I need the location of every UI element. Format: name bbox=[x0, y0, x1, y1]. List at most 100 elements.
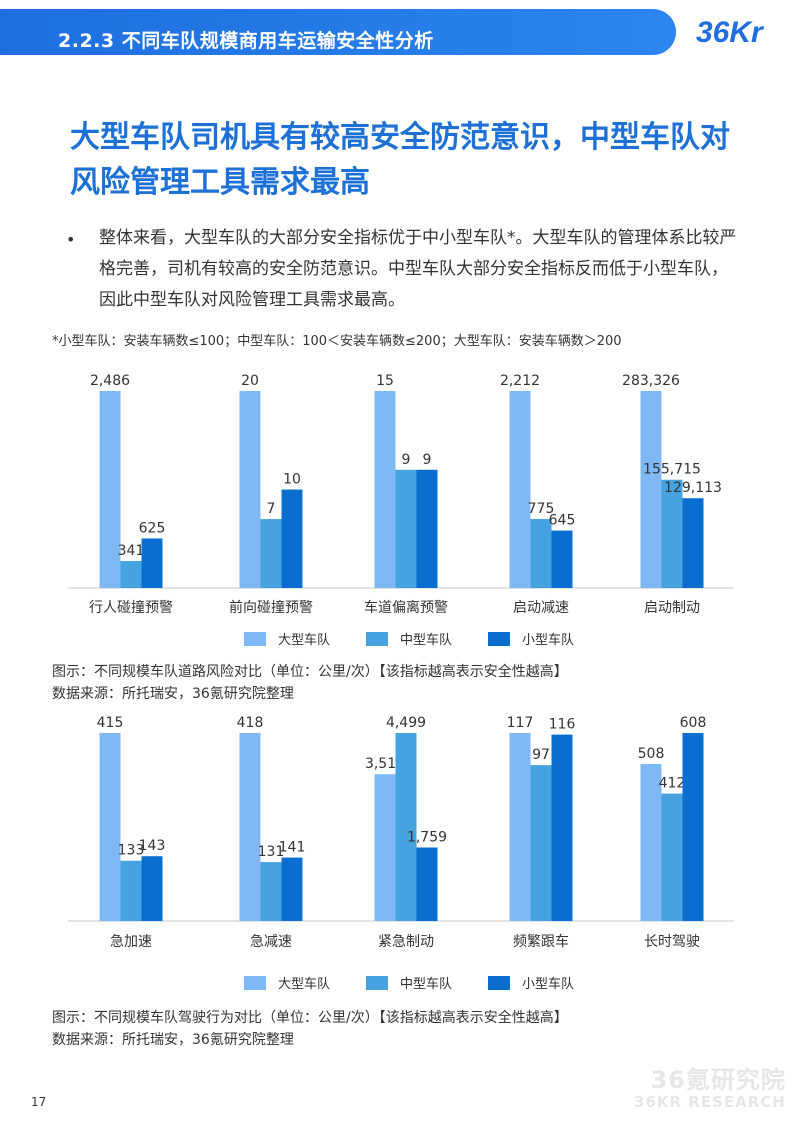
c1-bar-medium-4 bbox=[661, 479, 683, 588]
c2-bar-medium-2 bbox=[395, 733, 417, 921]
c1-label-large-3: 2,212 bbox=[500, 373, 540, 389]
c2-label-small-4: 608 bbox=[680, 715, 707, 731]
chart1-legend: 大型车队 中型车队 小型车队 bbox=[244, 629, 610, 648]
c1-label-large-0: 2,486 bbox=[90, 373, 130, 389]
c1-label-large-1: 20 bbox=[241, 373, 259, 389]
definition-note: *小型车队：安装车辆数≤100；中型车队：100＜安装车辆数≤200；大型车队：… bbox=[52, 334, 622, 349]
c2-label-small-2: 1,759 bbox=[407, 829, 447, 845]
chart2-title: 图示：不同规模车队驾驶行为对比（单位：公里/次）【该指标越高表示安全性越高】 bbox=[52, 1010, 568, 1026]
chart1-title: 图示：不同规模车队道路风险对比（单位：公里/次）【该指标越高表示安全性越高】 bbox=[52, 664, 568, 680]
legend2-swatch-medium bbox=[366, 975, 388, 990]
road-risk-chart: 2,486 341 625 行人碰撞预警 20 7 10 前向碰撞预警 15 9 9 车道偏离预警 2,… bbox=[68, 373, 734, 616]
legend-label-small: 小型车队 bbox=[522, 633, 575, 648]
chart2-caption: 图示：不同规模车队驾驶行为对比（单位：公里/次）【该指标越高表示安全性越高】 数… bbox=[52, 1007, 568, 1051]
section-header-bar: 2.2.3 不同车队规模商用车运输安全性分析 bbox=[0, 9, 676, 55]
c2-category-label-0: 急加速 bbox=[110, 934, 152, 950]
c2-label-small-0: 143 bbox=[139, 838, 166, 854]
c2-bar-small-4 bbox=[682, 733, 704, 921]
legend-item-large: 大型车队 bbox=[244, 629, 366, 648]
c2-bar-large-0 bbox=[99, 733, 121, 921]
c1-label-small-1: 10 bbox=[283, 472, 301, 488]
watermark-cn: 36氪研究院 bbox=[650, 1066, 786, 1094]
section-title: 2.2.3 不同车队规模商用车运输安全性分析 bbox=[58, 30, 434, 52]
c2-category-label-2: 紧急制动 bbox=[378, 934, 434, 950]
c2-bar-large-4 bbox=[640, 763, 662, 921]
legend-label-large: 大型车队 bbox=[278, 633, 331, 648]
c2-bar-large-1 bbox=[239, 733, 261, 921]
c2-label-medium-2: 4,499 bbox=[386, 715, 426, 731]
c1-bar-large-0 bbox=[99, 391, 121, 588]
c1-label-small-0: 625 bbox=[139, 520, 166, 536]
c1-bar-small-2 bbox=[416, 469, 438, 588]
c2-label-small-3: 116 bbox=[549, 717, 576, 733]
c2-label-medium-4: 412 bbox=[659, 776, 686, 792]
legend-item-small: 小型车队 bbox=[488, 629, 610, 648]
legend2-label-medium: 中型车队 bbox=[400, 977, 453, 992]
c2-bar-medium-3 bbox=[530, 765, 552, 921]
legend2-item-small: 小型车队 bbox=[488, 973, 610, 992]
legend2-label-large: 大型车队 bbox=[278, 977, 331, 992]
c1-category-label-4: 启动制动 bbox=[644, 600, 700, 616]
c2-label-medium-0: 133 bbox=[118, 843, 145, 859]
legend2-item-large: 大型车队 bbox=[244, 973, 366, 992]
c2-bar-small-1 bbox=[281, 857, 303, 921]
c1-bar-small-1 bbox=[281, 489, 303, 588]
c2-category-label-1: 急减速 bbox=[250, 934, 292, 950]
c1-label-medium-4: 155,715 bbox=[643, 462, 701, 478]
c1-label-small-3: 645 bbox=[549, 513, 576, 529]
chart2-source: 数据来源：所托瑞安，36氪研究院整理 bbox=[52, 1032, 294, 1048]
c2-bar-small-2 bbox=[416, 847, 438, 921]
c2-category-label-4: 长时驾驶 bbox=[644, 934, 700, 950]
c1-bar-medium-3 bbox=[530, 518, 552, 588]
page-number: 17 bbox=[31, 1095, 47, 1109]
c1-category-label-1: 前向碰撞预警 bbox=[229, 599, 313, 616]
c2-label-large-1: 418 bbox=[237, 715, 264, 731]
bullet-dot: • bbox=[66, 230, 76, 249]
c1-bar-medium-2 bbox=[395, 469, 417, 588]
legend-swatch-medium bbox=[366, 631, 388, 646]
c1-bar-large-1 bbox=[239, 391, 261, 588]
c2-label-large-2: 3,513 bbox=[365, 756, 405, 772]
legend-swatch-large bbox=[244, 631, 266, 646]
c1-label-medium-1: 7 bbox=[267, 501, 276, 517]
c1-bar-large-2 bbox=[374, 391, 396, 588]
legend-swatch-small bbox=[488, 631, 510, 646]
watermark: 36氪研究院 36KR RESEARCH bbox=[634, 1060, 786, 1111]
c1-bar-large-4 bbox=[640, 391, 662, 588]
c2-bar-large-2 bbox=[374, 774, 396, 921]
chart2-legend: 大型车队 中型车队 小型车队 bbox=[244, 973, 610, 992]
brand-logo-text: 36Kr bbox=[696, 16, 765, 49]
c2-label-large-0: 415 bbox=[97, 715, 124, 731]
legend2-item-medium: 中型车队 bbox=[366, 973, 488, 992]
c2-bar-medium-4 bbox=[661, 793, 683, 921]
intro-paragraph: 整体来看，大型车队的大部分安全指标优于中小型车队*。大型车队的管理体系比较严格完… bbox=[99, 228, 737, 310]
c1-category-label-0: 行人碰撞预警 bbox=[89, 600, 173, 616]
c1-bar-medium-0 bbox=[120, 560, 142, 588]
c1-label-small-2: 9 bbox=[423, 452, 432, 468]
c1-category-label-2: 车道偏离预警 bbox=[364, 599, 448, 616]
c2-label-small-1: 141 bbox=[279, 840, 306, 856]
legend2-swatch-small bbox=[488, 975, 510, 990]
c2-bar-small-3 bbox=[551, 734, 573, 921]
legend-label-medium: 中型车队 bbox=[400, 633, 453, 648]
c1-label-small-4: 129,113 bbox=[664, 480, 722, 496]
page-headline: 大型车队司机具有较高安全防范意识，中型车队对风险管理工具需求最高 bbox=[70, 120, 730, 200]
c2-label-large-4: 508 bbox=[638, 746, 665, 762]
c1-label-large-4: 283,326 bbox=[622, 373, 680, 389]
c1-bar-small-4 bbox=[682, 498, 704, 588]
c1-label-large-2: 15 bbox=[376, 373, 394, 389]
c1-bar-medium-1 bbox=[260, 519, 282, 588]
brand-logo: 36Kr bbox=[696, 16, 765, 49]
c2-bar-medium-1 bbox=[260, 862, 282, 921]
c1-label-medium-2: 9 bbox=[402, 452, 411, 468]
c2-bar-medium-0 bbox=[120, 860, 142, 921]
c1-label-medium-0: 341 bbox=[118, 543, 145, 559]
legend2-swatch-large bbox=[244, 975, 266, 990]
c2-category-label-3: 频繁跟车 bbox=[513, 933, 569, 950]
c1-bar-small-0 bbox=[141, 538, 163, 588]
c2-bar-small-0 bbox=[141, 856, 163, 921]
watermark-en: 36KR RESEARCH bbox=[634, 1093, 786, 1111]
c1-bar-large-3 bbox=[509, 391, 531, 588]
c1-category-label-3: 启动减速 bbox=[513, 600, 569, 616]
